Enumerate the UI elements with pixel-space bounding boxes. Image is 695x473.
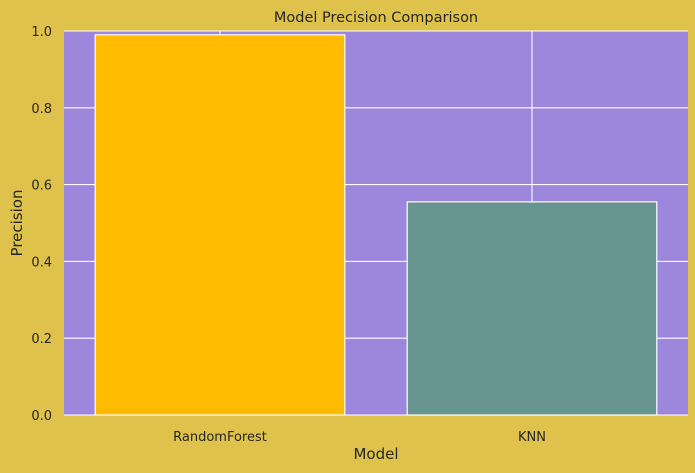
- y-axis-label: Precision: [8, 190, 26, 257]
- y-tick-label: 0.6: [31, 179, 52, 194]
- x-tick-label: KNN: [518, 430, 546, 445]
- x-tick-label: RandomForest: [173, 430, 267, 445]
- x-axis-ticks: RandomForest KNN: [173, 430, 546, 445]
- chart-title: Model Precision Comparison: [274, 10, 478, 26]
- bar-randomforest: [94, 34, 346, 416]
- bars: [94, 34, 658, 416]
- y-tick-label: 0.4: [31, 255, 52, 270]
- y-tick-label: 0.2: [31, 332, 52, 347]
- bar-knn: [406, 201, 658, 416]
- x-axis-label: Model: [353, 445, 398, 463]
- y-axis-ticks: 0.0 0.2 0.4 0.6 0.8 1.0: [31, 25, 52, 424]
- y-tick-label: 1.0: [31, 25, 52, 40]
- y-tick-label: 0.8: [31, 102, 52, 117]
- y-tick-label: 0.0: [31, 409, 52, 424]
